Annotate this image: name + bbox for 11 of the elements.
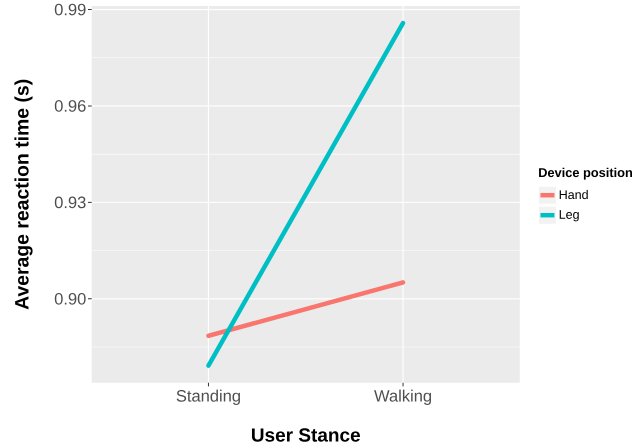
- x-axis-title: User Stance: [252, 428, 360, 442]
- legend-label: Leg: [560, 210, 579, 222]
- y-tick-label: 0.93: [54, 196, 86, 208]
- x-tick-label: Walking: [374, 390, 432, 405]
- y-tick-label: 0.90: [54, 292, 86, 305]
- legend-title: Device position: [539, 168, 632, 180]
- y-axis-title: Average reaction time (s): [14, 80, 33, 310]
- y-tick-label: 0.96: [54, 100, 86, 112]
- y-tick-label: 0.99: [54, 4, 86, 16]
- legend-label: Hand: [560, 190, 588, 200]
- x-tick-label: Standing: [176, 390, 240, 405]
